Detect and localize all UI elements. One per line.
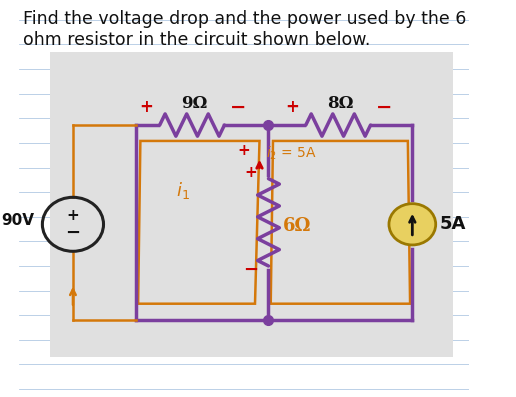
Text: +: + [67,208,79,223]
Text: −: − [66,224,80,242]
Text: −: − [376,98,392,117]
Text: 90V: 90V [2,213,35,228]
Text: 5A: 5A [439,215,465,233]
Text: 8Ω: 8Ω [327,95,353,112]
Text: +: + [244,165,257,180]
Text: 9Ω: 9Ω [181,95,207,112]
FancyBboxPatch shape [51,52,453,357]
Text: Find the voltage drop and the power used by the 6
ohm resistor in the circuit sh: Find the voltage drop and the power used… [24,10,467,49]
Circle shape [389,204,436,245]
Text: $i_1$: $i_1$ [176,180,190,201]
Text: $i_2$ = 5A: $i_2$ = 5A [266,144,317,162]
Text: −: − [243,261,258,279]
Text: −: − [230,98,246,117]
Text: 6Ω: 6Ω [283,217,311,235]
Text: +: + [139,98,153,116]
Text: +: + [285,98,299,116]
Text: +: + [238,143,250,158]
